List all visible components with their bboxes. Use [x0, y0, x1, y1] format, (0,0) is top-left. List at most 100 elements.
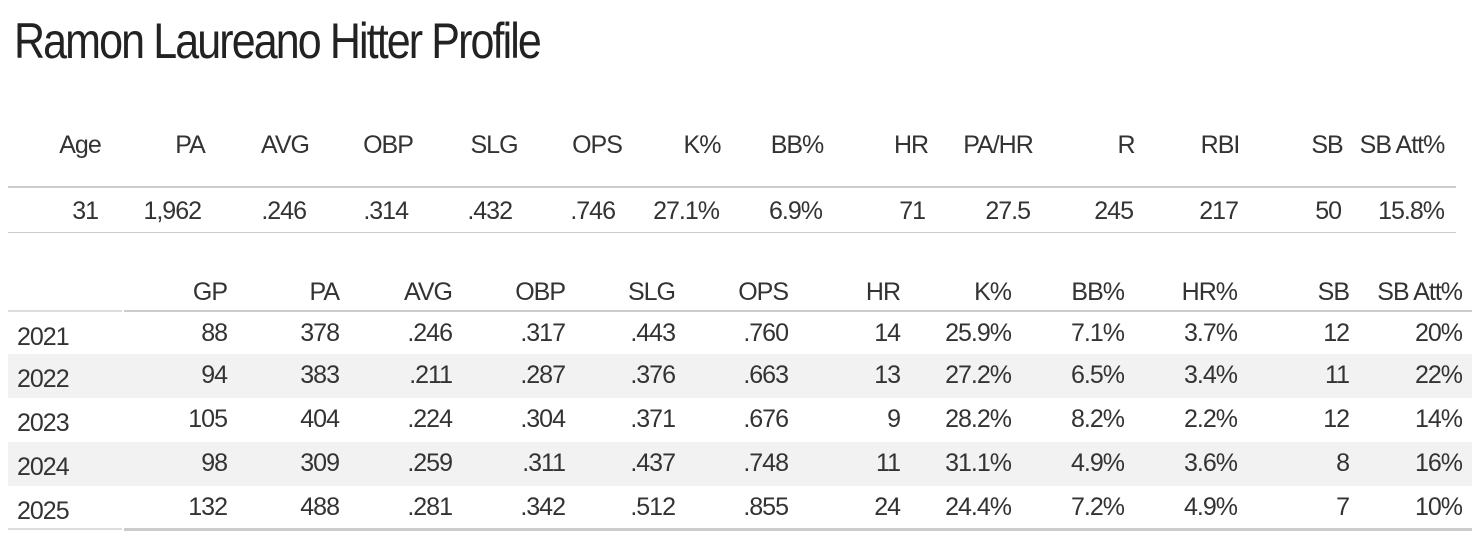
season-header-slg: SLG [627, 278, 676, 306]
season-cell: 3.6% [1184, 449, 1238, 477]
season-cell: .304 [520, 405, 566, 433]
career-value: .314 [363, 197, 409, 225]
season-cell: 4.9% [1184, 493, 1238, 521]
season-cell: .246 [407, 319, 453, 347]
season-cell: .663 [743, 361, 789, 389]
season-year: 2025 [17, 497, 70, 525]
career-value: 217 [1199, 197, 1239, 225]
career-value: 50 [1315, 197, 1342, 225]
season-cell: 105 [188, 405, 228, 433]
career-value: 15.8% [1378, 197, 1445, 225]
career-header-rbi: RBI [1200, 131, 1241, 159]
season-header-gp: GP [192, 278, 228, 306]
season-header-k-: K% [974, 278, 1012, 306]
career-header-obp: OBP [363, 131, 414, 159]
season-cell: 4.9% [1071, 449, 1125, 477]
season-cell: .259 [407, 449, 453, 477]
season-cell: 14% [1414, 405, 1463, 433]
season-header-obp: OBP [515, 278, 566, 306]
season-cell: 31.1% [945, 449, 1012, 477]
page-title: Ramon Laureano Hitter Profile [14, 13, 542, 69]
season-cell: .287 [520, 361, 566, 389]
season-cell: 12 [1323, 319, 1350, 347]
season-cell: 94 [201, 361, 228, 389]
season-cell: 14 [874, 319, 901, 347]
season-header-hr-: HR% [1181, 278, 1238, 306]
season-cell: 309 [300, 449, 340, 477]
career-header-pa-hr: PA/HR [963, 131, 1034, 159]
season-cell: 10% [1414, 493, 1463, 521]
season-cell: .443 [630, 319, 676, 347]
season-header-sb: SB [1317, 278, 1350, 306]
career-header-ops: OPS [572, 131, 623, 159]
career-header-avg: AVG [261, 131, 310, 159]
season-cell: .760 [743, 319, 789, 347]
season-cell: 12 [1323, 405, 1350, 433]
career-value: .432 [467, 197, 513, 225]
season-cell: 11 [876, 449, 901, 477]
season-cell: 488 [300, 493, 340, 521]
career-header-hr: HR [893, 131, 929, 159]
career-header-sb: SB [1311, 131, 1343, 159]
season-year: 2021 [17, 323, 70, 351]
season-cell: .224 [407, 405, 453, 433]
career-bottom-rule [8, 232, 1456, 233]
season-cell: 404 [300, 405, 340, 433]
season-header-sb-att-: SB Att% [1377, 278, 1463, 306]
career-value: 245 [1094, 197, 1134, 225]
career-header-k-: K% [683, 131, 722, 159]
career-header-sb-att-: SB Att% [1359, 131, 1446, 159]
season-cell: 13 [874, 361, 901, 389]
season-header-hr: HR [865, 278, 901, 306]
season-cell: 27.2% [945, 361, 1012, 389]
season-cell: 22% [1414, 361, 1463, 389]
season-cell: 7.1% [1071, 319, 1125, 347]
career-header-age: Age [59, 131, 101, 159]
season-bottom-rule-year [8, 528, 122, 530]
season-cell: 7 [1336, 493, 1350, 521]
season-cell: 25.9% [945, 319, 1012, 347]
season-cell: .342 [520, 493, 566, 521]
season-cell: 3.7% [1184, 319, 1238, 347]
career-value: 27.5 [985, 197, 1031, 225]
season-cell: .371 [630, 405, 676, 433]
season-header-ops: OPS [738, 278, 789, 306]
season-cell: .512 [630, 493, 676, 521]
season-cell: 9 [887, 405, 901, 433]
career-header-rule [8, 186, 1456, 188]
season-cell: 2.2% [1184, 405, 1238, 433]
season-bottom-rule [124, 528, 1472, 531]
season-cell: 8.2% [1071, 405, 1125, 433]
season-header-bb-: BB% [1071, 278, 1125, 306]
season-cell: .281 [407, 493, 453, 521]
season-cell: 132 [188, 493, 228, 521]
season-cell: 3.4% [1184, 361, 1238, 389]
season-header-rule-year [8, 310, 122, 312]
season-cell: .317 [520, 319, 566, 347]
career-value: 71 [899, 197, 926, 225]
season-cell: .676 [743, 405, 789, 433]
career-value: 27.1% [653, 197, 720, 225]
season-cell: .311 [522, 449, 566, 477]
season-cell: 8 [1336, 449, 1350, 477]
season-cell: 28.2% [945, 405, 1012, 433]
season-year: 2024 [17, 453, 70, 481]
season-year: 2023 [17, 409, 70, 437]
season-cell: .211 [409, 361, 453, 389]
season-cell: .855 [743, 493, 789, 521]
season-header-rule [124, 310, 1472, 312]
career-value: 31 [72, 197, 99, 225]
season-cell: 11 [1325, 361, 1350, 389]
season-year: 2022 [17, 365, 70, 393]
career-header-r: R [1117, 131, 1135, 159]
season-cell: 24.4% [945, 493, 1012, 521]
career-value: .746 [570, 197, 616, 225]
career-header-slg: SLG [470, 131, 518, 159]
season-cell: 16% [1414, 449, 1463, 477]
season-cell: .376 [630, 361, 676, 389]
season-cell: 20% [1414, 319, 1463, 347]
season-header-avg: AVG [404, 278, 453, 306]
career-value: 1,962 [143, 197, 202, 225]
season-cell: 6.5% [1071, 361, 1125, 389]
season-cell: 24 [874, 493, 901, 521]
